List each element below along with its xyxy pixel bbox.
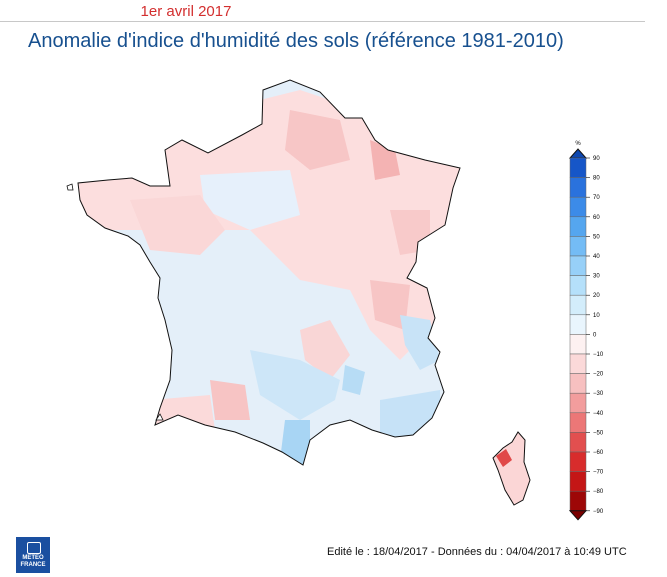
corsica-dry-spot bbox=[496, 449, 512, 467]
legend-swatch bbox=[569, 236, 587, 257]
legend-swatch bbox=[569, 412, 587, 433]
legend-swatch bbox=[569, 216, 587, 237]
legend-tick-label: 90 bbox=[593, 156, 600, 162]
corsica bbox=[492, 431, 531, 506]
legend-swatch bbox=[569, 334, 587, 355]
legend-tick-label: 20 bbox=[593, 293, 600, 299]
legend-swatch bbox=[569, 490, 587, 512]
header-divider bbox=[0, 21, 645, 22]
legend-swatch bbox=[569, 471, 587, 492]
legend-tick-label: −60 bbox=[593, 450, 604, 456]
legend-tick-label: −70 bbox=[593, 470, 604, 476]
legend-unit: % bbox=[575, 141, 581, 147]
map-date: 1er avril 2017 bbox=[140, 3, 232, 20]
legend-swatch bbox=[569, 392, 587, 414]
legend-swatch bbox=[569, 177, 587, 198]
legend-max-arrow bbox=[568, 148, 588, 159]
legend-tick-label: −10 bbox=[593, 352, 604, 358]
meteo-france-logo: METEO FRANCE bbox=[16, 537, 50, 573]
legend-tick-label: −90 bbox=[593, 509, 604, 515]
legend-tick-label: −30 bbox=[593, 391, 604, 397]
legend-swatch bbox=[569, 451, 587, 472]
legend-tick-label: −50 bbox=[593, 430, 604, 436]
legend-tick-label: −40 bbox=[593, 411, 604, 417]
legend-tick-label: 80 bbox=[593, 176, 600, 182]
legend-tick-label: −80 bbox=[593, 489, 604, 495]
legend-swatch bbox=[569, 275, 587, 296]
legend-tick-label: −20 bbox=[593, 372, 604, 378]
legend-swatch bbox=[569, 157, 587, 178]
legend-swatch bbox=[569, 373, 587, 394]
legend-tick-label: 70 bbox=[593, 195, 600, 201]
legend-swatch bbox=[569, 255, 587, 276]
map-title: Anomalie d'indice d'humidité des sols (r… bbox=[28, 30, 564, 52]
legend-swatch bbox=[569, 353, 587, 374]
legend-min-arrow bbox=[568, 510, 588, 521]
island-oleron bbox=[155, 413, 164, 421]
legend-tick-label: 60 bbox=[593, 215, 600, 221]
legend-tick-label: 50 bbox=[593, 234, 600, 240]
legend-tick-label: 30 bbox=[593, 274, 600, 280]
legend-swatch bbox=[569, 432, 587, 453]
legend-tick-label: 40 bbox=[593, 254, 600, 260]
legend-tick-label: 10 bbox=[593, 313, 600, 319]
legend-tick-label: 0 bbox=[593, 332, 597, 338]
legend-swatch bbox=[569, 196, 587, 218]
legend-swatch bbox=[569, 294, 587, 316]
footer-text: Edité le : 18/04/2017 - Données du : 04/… bbox=[327, 546, 627, 558]
legend-swatch bbox=[569, 314, 587, 335]
logo-mark-icon bbox=[27, 542, 41, 554]
island-ouessant bbox=[66, 183, 74, 191]
color-legend: % 90 80 70 60 50 40 30 20 10 0 −10 −20 −30 −40 −50 −60 −7… bbox=[568, 141, 604, 521]
